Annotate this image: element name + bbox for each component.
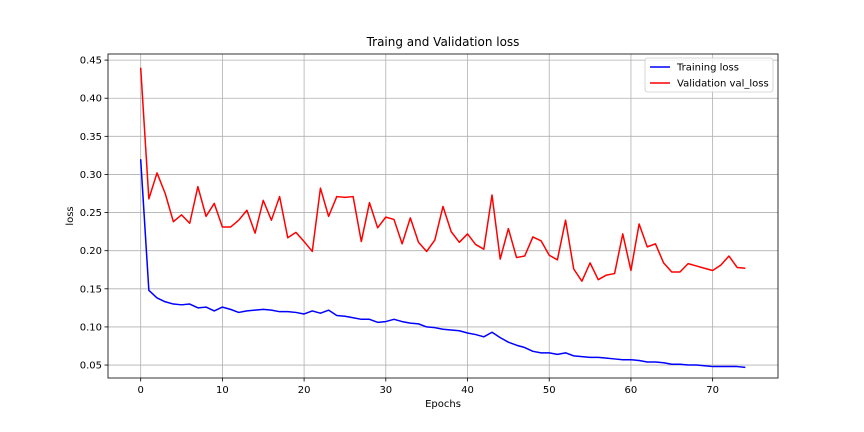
series-line-0	[139, 159, 746, 369]
x-tick-label: 30	[379, 385, 392, 396]
y-axis-ticks: 0.05 0.10 0.15 0.20 0.25 0.30 0.35 0.40 0.45	[80, 56, 108, 372]
legend: Training loss Validation val_loss	[644, 57, 774, 93]
plot-frame	[107, 53, 779, 379]
x-tick-label: 50	[543, 385, 556, 396]
y-tick-label: 0.05	[80, 361, 102, 372]
x-axis-ticks: 0 10 20 30 40 50 60 70	[137, 378, 719, 396]
x-tick-label: 10	[216, 385, 229, 396]
x-tick-label: 60	[625, 385, 638, 396]
y-tick-label: 0.20	[80, 246, 102, 257]
y-tick-label: 0.15	[80, 284, 102, 295]
legend-label: Training loss	[676, 63, 739, 74]
grid	[108, 54, 778, 378]
series-lines	[139, 67, 746, 369]
y-tick-label: 0.30	[80, 170, 102, 181]
y-tick-label: 0.25	[80, 208, 102, 219]
y-tick-label: 0.35	[80, 132, 102, 143]
legend-box	[644, 57, 774, 93]
x-tick-label: 20	[298, 385, 311, 396]
y-tick-label: 0.10	[80, 322, 102, 333]
x-tick-label: 40	[461, 385, 474, 396]
y-axis-label: loss	[65, 206, 76, 225]
y-tick-label: 0.45	[80, 56, 102, 67]
legend-label: Validation val_loss	[677, 79, 769, 90]
x-tick-label: 70	[706, 385, 719, 396]
x-axis-label: Epochs	[425, 399, 461, 410]
y-tick-label: 0.40	[80, 94, 102, 105]
x-tick-label: 0	[137, 385, 143, 396]
chart-title: Traing and Validation loss	[366, 35, 520, 49]
series-line-1	[139, 67, 746, 282]
